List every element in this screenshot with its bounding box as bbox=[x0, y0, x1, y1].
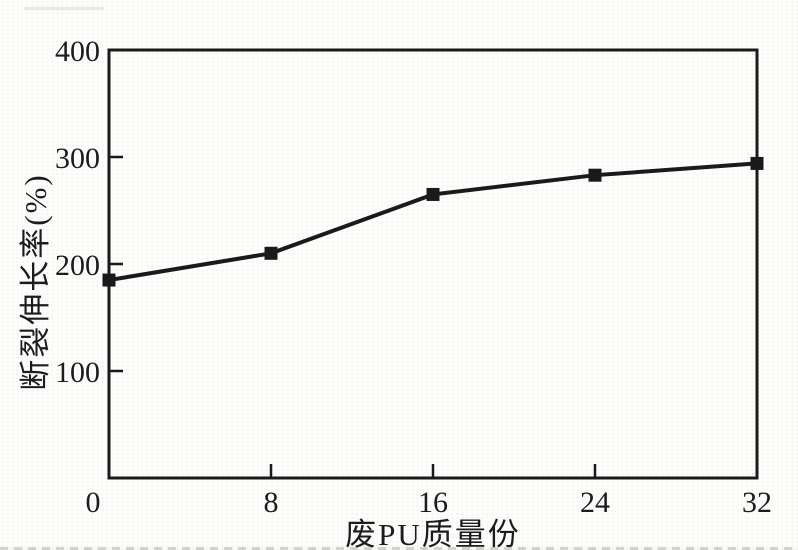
data-point-marker bbox=[588, 168, 602, 182]
x-tick-label: 8 bbox=[264, 486, 279, 519]
x-tick-label: 0 bbox=[86, 486, 101, 519]
data-point-marker bbox=[264, 246, 278, 260]
data-point-marker bbox=[750, 156, 764, 170]
x-tick-label: 24 bbox=[580, 486, 610, 519]
data-line bbox=[108, 161, 758, 283]
y-tick-label: 200 bbox=[55, 249, 100, 282]
plot-border bbox=[107, 48, 759, 480]
data-point-marker bbox=[102, 273, 116, 287]
data-point-marker bbox=[426, 187, 440, 201]
x-axis-title: 废PU质量份 bbox=[345, 517, 521, 550]
x-tick-label: 32 bbox=[742, 486, 772, 519]
y-tick-label: 400 bbox=[55, 35, 100, 68]
scan-artifact-bottom bbox=[0, 547, 798, 550]
y-tick-label: 100 bbox=[55, 356, 100, 389]
x-tick-label: 16 bbox=[418, 486, 448, 519]
scan-artifact-top bbox=[24, 7, 104, 10]
y-tick-label: 300 bbox=[55, 142, 100, 175]
y-axis-title: 断裂伸长率(%) bbox=[18, 173, 53, 391]
